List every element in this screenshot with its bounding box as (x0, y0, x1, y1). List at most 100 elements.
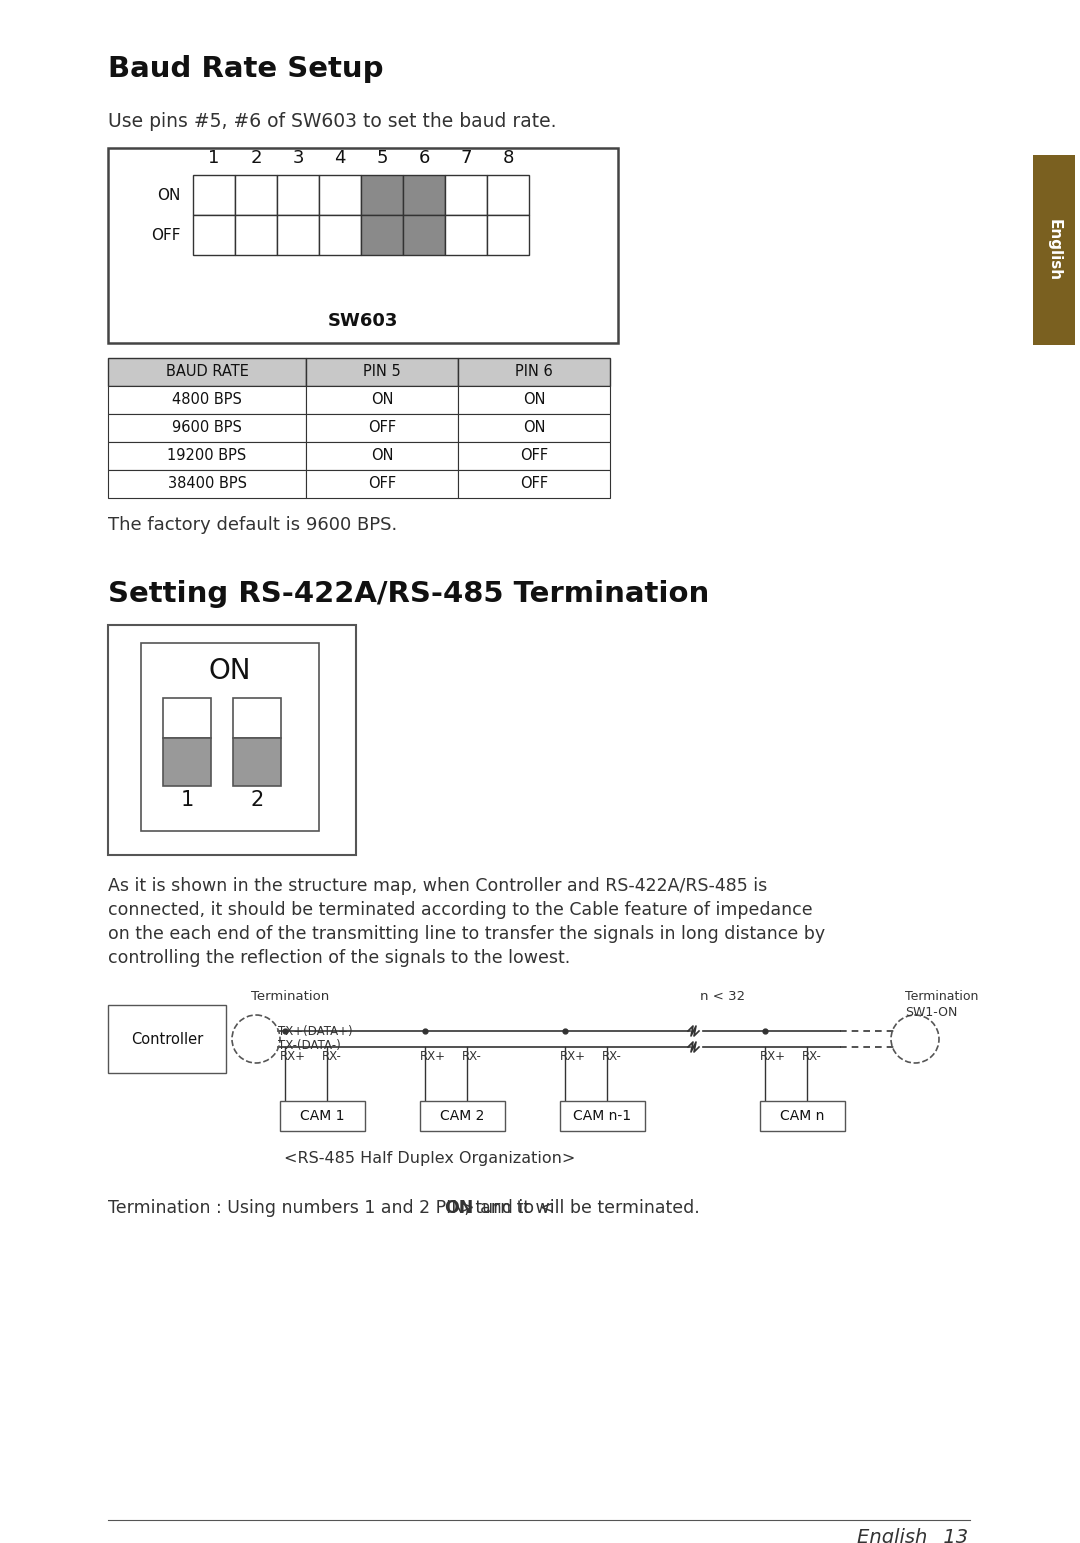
Text: Termination
SW1-ON: Termination SW1-ON (905, 991, 978, 1018)
Bar (1032, 154, 1075, 346)
Text: BAUD RATE: BAUD RATE (165, 364, 248, 380)
Bar (233, 738, 281, 785)
Bar (319, 214, 361, 255)
Bar (141, 643, 319, 832)
Bar (108, 625, 356, 855)
Text: As it is shown in the structure map, when Controller and RS-422A/RS-485 is: As it is shown in the structure map, whe… (108, 876, 767, 895)
Text: ON: ON (370, 449, 393, 463)
Bar (361, 214, 403, 255)
Bar (487, 174, 529, 214)
Text: RX+: RX+ (760, 1049, 786, 1063)
Text: ON: ON (208, 657, 252, 685)
Text: ON: ON (370, 392, 393, 407)
Bar (487, 214, 529, 255)
Bar (276, 214, 319, 255)
Text: CAM n-1: CAM n-1 (573, 1109, 632, 1123)
Bar (108, 471, 306, 498)
Text: RX-: RX- (802, 1049, 822, 1063)
Bar (193, 214, 235, 255)
Bar (108, 386, 306, 414)
Text: RX+: RX+ (561, 1049, 586, 1063)
Text: 1: 1 (208, 150, 219, 167)
Text: PIN 6: PIN 6 (515, 364, 553, 380)
Bar (233, 697, 281, 738)
Text: 38400 BPS: 38400 BPS (167, 477, 246, 492)
Bar (458, 441, 610, 471)
Bar (403, 214, 445, 255)
Text: OFF: OFF (519, 449, 548, 463)
Text: OFF: OFF (151, 227, 181, 242)
Bar (420, 1102, 505, 1131)
Text: PIN 5: PIN 5 (363, 364, 401, 380)
Text: 4800 BPS: 4800 BPS (172, 392, 242, 407)
Text: ON: ON (158, 188, 181, 202)
Text: 2: 2 (251, 150, 261, 167)
Text: OFF: OFF (368, 421, 396, 435)
Text: 1: 1 (180, 790, 193, 810)
Bar (108, 148, 618, 343)
Text: RX+: RX+ (280, 1049, 306, 1063)
Text: Use pins #5, #6 of SW603 to set the baud rate.: Use pins #5, #6 of SW603 to set the baud… (108, 113, 556, 131)
Text: ON: ON (523, 392, 545, 407)
Text: 5: 5 (376, 150, 388, 167)
Text: English: English (1047, 219, 1062, 281)
Bar (361, 174, 403, 214)
Bar (306, 441, 458, 471)
Text: controlling the reflection of the signals to the lowest.: controlling the reflection of the signal… (108, 949, 570, 967)
Bar (760, 1102, 845, 1131)
Text: 8: 8 (502, 150, 514, 167)
Bar (108, 414, 306, 441)
Text: n < 32: n < 32 (700, 991, 745, 1003)
Text: connected, it should be terminated according to the Cable feature of impedance: connected, it should be terminated accor… (108, 901, 812, 920)
Bar (108, 1004, 226, 1072)
Text: 4: 4 (334, 150, 346, 167)
Text: RX-: RX- (322, 1049, 342, 1063)
Text: RX-: RX- (462, 1049, 482, 1063)
Text: OFF: OFF (368, 477, 396, 492)
Bar (108, 358, 306, 386)
Text: Termination: Termination (251, 991, 329, 1003)
Text: on the each end of the transmitting line to transfer the signals in long distanc: on the each end of the transmitting line… (108, 924, 825, 943)
Text: English _13: English _13 (856, 1528, 968, 1543)
Bar (235, 174, 276, 214)
Bar (306, 358, 458, 386)
Bar (306, 471, 458, 498)
Text: CAM 1: CAM 1 (300, 1109, 345, 1123)
Bar (458, 414, 610, 441)
Text: <RS-485 Half Duplex Organization>: <RS-485 Half Duplex Organization> (284, 1151, 576, 1167)
Text: Controller: Controller (131, 1032, 203, 1046)
Bar (276, 174, 319, 214)
Text: TX-(DATA-): TX-(DATA-) (278, 1040, 341, 1052)
Text: 3: 3 (293, 150, 303, 167)
Bar (193, 174, 235, 214)
Bar (403, 174, 445, 214)
Bar (235, 214, 276, 255)
Bar (306, 414, 458, 441)
Bar (163, 738, 211, 785)
Text: 19200 BPS: 19200 BPS (167, 449, 246, 463)
Text: OFF: OFF (519, 477, 548, 492)
Bar (306, 386, 458, 414)
Text: Baud Rate Setup: Baud Rate Setup (108, 56, 383, 83)
Text: CAM n: CAM n (781, 1109, 825, 1123)
Text: Termination : Using numbers 1 and 2 PIN, turn to <: Termination : Using numbers 1 and 2 PIN,… (108, 1199, 554, 1217)
Bar (561, 1102, 645, 1131)
Bar (445, 174, 487, 214)
Text: RX+: RX+ (420, 1049, 446, 1063)
Bar (458, 358, 610, 386)
Text: > and it will be terminated.: > and it will be terminated. (460, 1199, 700, 1217)
Text: The factory default is 9600 BPS.: The factory default is 9600 BPS. (108, 515, 397, 534)
Text: ON: ON (523, 421, 545, 435)
Bar (319, 174, 361, 214)
Text: 6: 6 (418, 150, 430, 167)
Bar (458, 386, 610, 414)
Bar (458, 471, 610, 498)
Text: Setting RS-422A/RS-485 Termination: Setting RS-422A/RS-485 Termination (108, 580, 710, 608)
Text: TX+(DATA+): TX+(DATA+) (278, 1026, 353, 1038)
Text: ON: ON (444, 1199, 473, 1217)
Text: 2: 2 (251, 790, 264, 810)
Text: 7: 7 (460, 150, 472, 167)
Text: RX-: RX- (602, 1049, 622, 1063)
Text: SW603: SW603 (328, 312, 399, 330)
Bar (280, 1102, 365, 1131)
